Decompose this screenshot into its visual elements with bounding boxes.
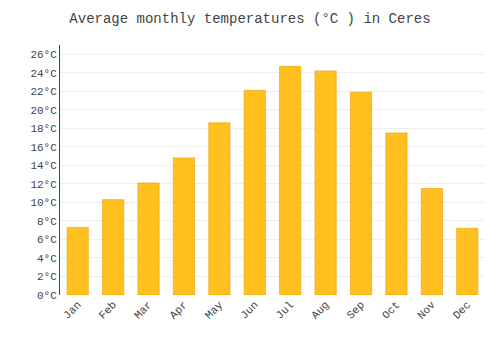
svg-text:Mar: Mar: [132, 299, 154, 321]
svg-text:Aug: Aug: [309, 299, 331, 321]
svg-text:24°C: 24°C: [30, 68, 57, 80]
svg-text:6°C: 6°C: [37, 234, 57, 246]
svg-text:Sep: Sep: [345, 299, 367, 321]
svg-text:Jun: Jun: [238, 299, 260, 321]
svg-text:May: May: [203, 299, 226, 322]
svg-text:Average monthly temperatures (: Average monthly temperatures (°C ) in Ce…: [69, 11, 430, 27]
svg-text:22°C: 22°C: [30, 86, 57, 98]
svg-text:4°C: 4°C: [37, 253, 57, 265]
svg-text:Dec: Dec: [451, 299, 473, 321]
svg-text:16°C: 16°C: [30, 142, 57, 154]
svg-text:Jan: Jan: [61, 299, 83, 321]
svg-text:Apr: Apr: [167, 299, 189, 321]
svg-text:10°C: 10°C: [30, 197, 57, 209]
svg-text:8°C: 8°C: [37, 216, 57, 228]
svg-text:Jul: Jul: [274, 299, 296, 321]
svg-text:Feb: Feb: [97, 299, 119, 321]
svg-text:18°C: 18°C: [30, 123, 57, 135]
svg-text:Nov: Nov: [415, 299, 438, 322]
svg-text:14°C: 14°C: [30, 160, 57, 172]
svg-text:20°C: 20°C: [30, 105, 57, 117]
svg-text:Oct: Oct: [380, 299, 402, 321]
svg-text:26°C: 26°C: [30, 49, 57, 61]
svg-text:0°C: 0°C: [37, 290, 57, 302]
svg-text:12°C: 12°C: [30, 179, 57, 191]
svg-text:2°C: 2°C: [37, 271, 57, 283]
